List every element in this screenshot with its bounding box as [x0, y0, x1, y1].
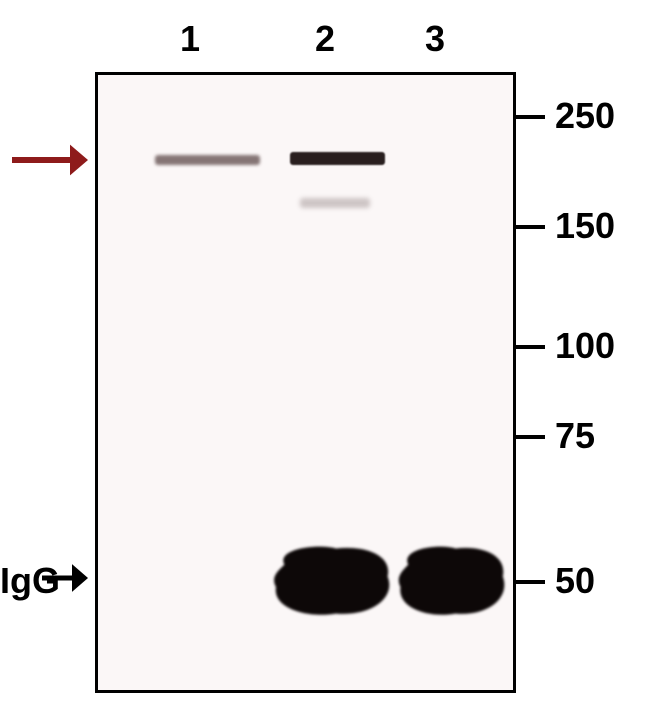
- mw-tick-50: [515, 580, 545, 584]
- lane-label-2: 2: [315, 18, 335, 60]
- mw-tick-250: [515, 115, 545, 119]
- mw-label-100: 100: [555, 325, 615, 367]
- lane-label-1: 1: [180, 18, 200, 60]
- target-arrow-icon: [10, 140, 90, 180]
- lane-label-3: 3: [425, 18, 445, 60]
- mw-label-75: 75: [555, 415, 595, 457]
- mw-tick-150: [515, 225, 545, 229]
- igg-blob-lane3: [385, 535, 515, 625]
- band-lane1-target: [155, 155, 260, 165]
- mw-tick-100: [515, 345, 545, 349]
- igg-blob-lane2: [260, 535, 400, 625]
- mw-label-50: 50: [555, 560, 595, 602]
- blot-figure: 1 2 3 250 150 100 75 50 IgG: [0, 0, 650, 712]
- band-lane2-target: [290, 152, 385, 165]
- mw-tick-75: [515, 435, 545, 439]
- mw-label-150: 150: [555, 205, 615, 247]
- band-lane2-faint: [300, 198, 370, 208]
- mw-label-250: 250: [555, 95, 615, 137]
- igg-arrow-icon: [40, 560, 90, 596]
